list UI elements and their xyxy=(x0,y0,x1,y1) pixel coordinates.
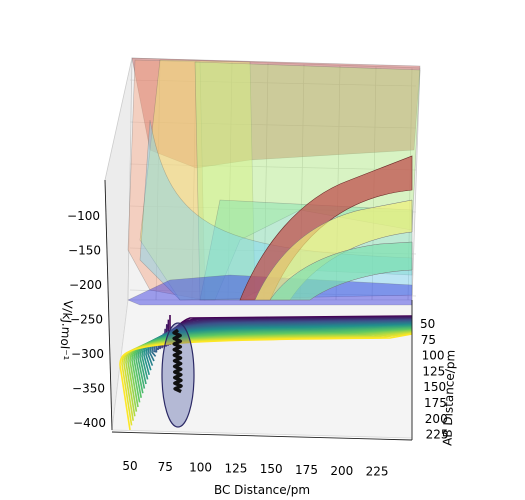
contour-line xyxy=(119,333,413,431)
grid-line xyxy=(155,59,161,301)
x-tick-label: 150 xyxy=(260,462,283,476)
trajectory-line xyxy=(172,328,183,394)
y-tick-label: 100 xyxy=(422,349,445,363)
ridge-low xyxy=(269,241,413,301)
z-axis-line xyxy=(104,179,113,431)
grid-line xyxy=(227,62,233,301)
x-tick-labels: 50 75 100 125 150 175 200 225 xyxy=(122,459,388,479)
grid-line xyxy=(129,163,417,171)
grid-line xyxy=(129,79,417,87)
x-axis-label: BC Distance/pm xyxy=(214,483,310,497)
y-tick-label: 125 xyxy=(422,364,445,378)
z-tick-labels: −100 −150 −200 −250 −300 −350 −400 xyxy=(67,209,106,430)
x-tick-label: 125 xyxy=(224,461,247,475)
z-tick-label: −200 xyxy=(69,278,102,292)
z-tick-label: −350 xyxy=(72,382,105,396)
y-tick-label: 50 xyxy=(420,317,435,331)
x-tick-label: 225 xyxy=(366,465,389,479)
x-tick-label: 175 xyxy=(295,463,318,477)
surface-band-0 xyxy=(131,57,421,169)
surface-band-2 xyxy=(139,59,256,301)
y-tick-label: 225 xyxy=(426,428,449,442)
z-tick-label: −250 xyxy=(70,313,103,327)
grid-line xyxy=(191,61,197,301)
z-axis-label: V/kJ.mol⁻¹ xyxy=(57,300,75,361)
y-axis-label: AB Distance/pm xyxy=(440,350,457,447)
z-tick-label: −300 xyxy=(71,347,104,361)
x-tick-label: 100 xyxy=(189,461,212,475)
z-tick-label: −400 xyxy=(73,416,106,430)
z-tick-label: −150 xyxy=(68,244,101,258)
y-tick-label: 75 xyxy=(421,333,436,347)
surface-band-3 xyxy=(194,61,421,301)
trajectory-path xyxy=(172,328,183,394)
x-tick-label: 200 xyxy=(330,464,353,478)
y-tick-label: 150 xyxy=(423,380,446,394)
grid-line xyxy=(129,121,417,129)
surface-ridge xyxy=(239,155,413,301)
z-tick-label: −100 xyxy=(67,209,100,223)
x-tick-label: 50 xyxy=(122,459,137,473)
x-axis-line xyxy=(111,431,413,441)
surface-band-1 xyxy=(127,59,206,301)
y-tick-label: 175 xyxy=(424,396,447,410)
y-tick-label: 200 xyxy=(425,412,448,426)
x-tick-label: 75 xyxy=(158,460,173,474)
